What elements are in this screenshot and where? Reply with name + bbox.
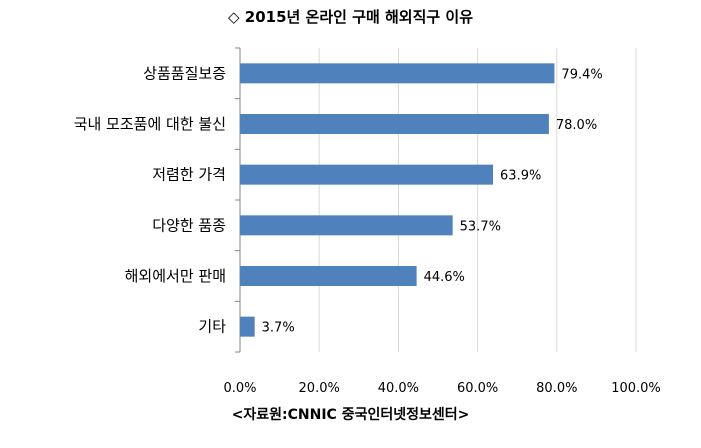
data-label: 44.6% [424, 270, 465, 285]
x-tick-label: 100.0% [611, 381, 661, 396]
bars [240, 63, 555, 337]
category-label: 해외에서만 판매 [125, 267, 226, 285]
category-label: 국내 모조품에 대한 불신 [74, 115, 226, 133]
labels: 0.0% 20.0% 40.0% 60.0% 80.0% 100.0% 상품품질보증 79.4… [74, 64, 661, 396]
chart-title: ◇ 2015년 온라인 구매 해외직구 이유 [228, 8, 473, 26]
category-label: 기타 [198, 318, 226, 336]
data-label: 79.4% [561, 67, 602, 82]
bar [240, 266, 417, 286]
x-tick-label: 20.0% [299, 381, 340, 396]
data-label: 63.9% [500, 169, 541, 184]
category-axis [235, 47, 241, 353]
data-label: 3.7% [262, 321, 295, 336]
category-label: 다양한 품종 [152, 216, 226, 234]
bar [240, 316, 255, 337]
data-label: 78.0% [556, 118, 597, 133]
bar [240, 215, 453, 236]
gridlines [318, 48, 637, 352]
category-label: 상품품질보증 [143, 64, 226, 82]
x-tick-label: 0.0% [223, 381, 256, 396]
data-label: 53.7% [460, 219, 501, 234]
bar [240, 114, 549, 134]
x-tick-label: 40.0% [378, 381, 419, 396]
source-note: <자료원:CNNIC 중국인터넷정보센터> [231, 407, 470, 423]
x-tick-label: 60.0% [457, 381, 498, 396]
category-label: 저렴한 가격 [152, 166, 226, 184]
bar [240, 164, 494, 185]
x-tick-label: 80.0% [536, 381, 577, 396]
bar [240, 63, 555, 84]
